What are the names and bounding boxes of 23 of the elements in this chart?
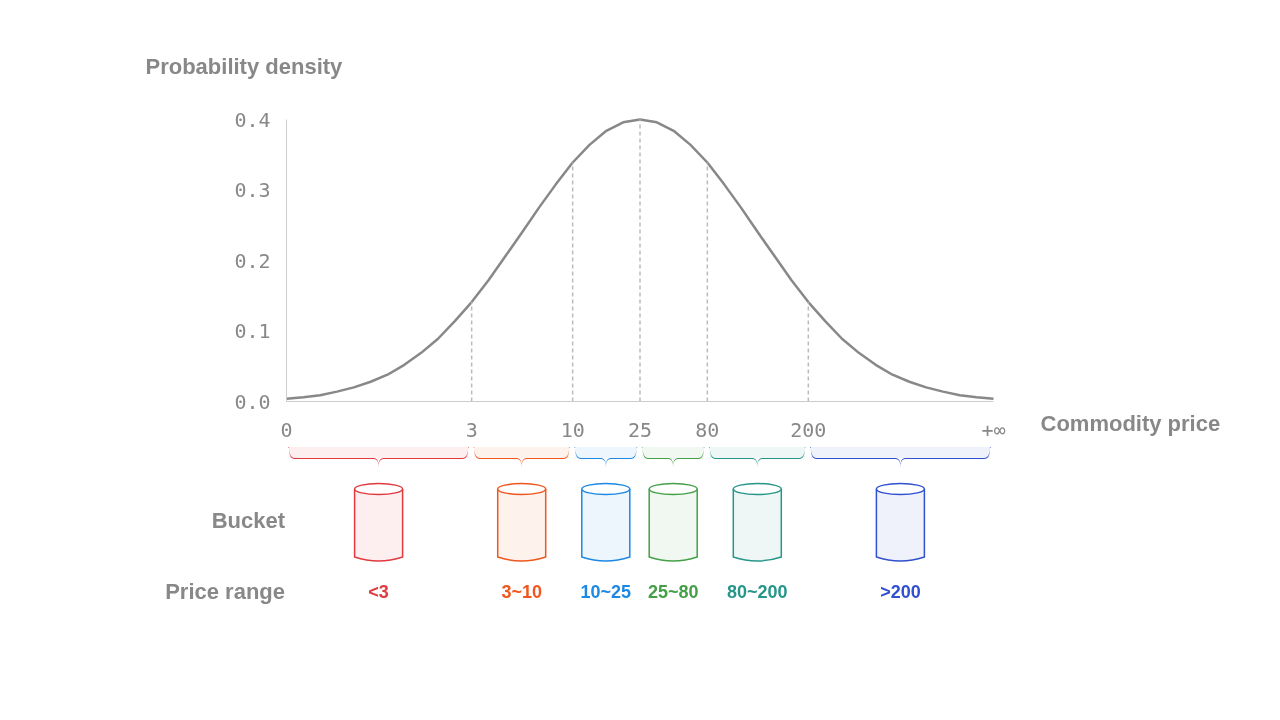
y-axis-title: Probability density [145,54,344,79]
y-tick-label: 0.3 [234,178,271,202]
category-label: 25~80 [647,581,699,602]
y-tick-label: 0.4 [234,107,271,132]
line-series [285,118,995,400]
text: Price range [165,578,285,604]
text: Bucket [211,507,286,533]
category-label: 3~10 [501,581,542,602]
x-tick-label: 10 [560,417,585,442]
category-label: <3 [368,581,389,602]
category-label: 80~200 [727,581,788,602]
x-tick-label: 200 [790,417,827,442]
x-axis-title: Commodity price [1040,411,1221,436]
x-tick-label: 0 [280,417,293,442]
x-tick-label: 3 [465,417,478,442]
y-tick-label: 0.2 [234,248,271,273]
y-tick-label: 0.0 [234,389,271,414]
category-label: 10~25 [580,581,632,602]
y-tick-label: 0.1 [234,319,271,343]
x-tick-label: +∞ [981,417,1006,442]
x-tick-label: 25 [627,417,653,442]
category-label: >200 [880,581,921,602]
x-tick-label: 80 [695,417,720,442]
